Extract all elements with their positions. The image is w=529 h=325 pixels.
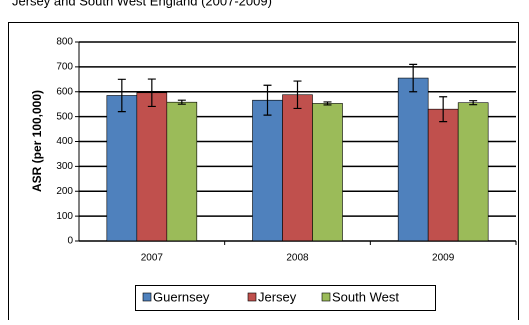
x-tick-label: 2007 xyxy=(141,253,164,264)
x-tick-label: 2009 xyxy=(432,253,455,264)
y-tick-label: 300 xyxy=(56,161,73,172)
y-axis-label: ASR (per 100,000) xyxy=(30,90,44,192)
y-tick-label: 100 xyxy=(56,211,73,222)
error-bar xyxy=(439,96,448,123)
legend-label: Guernsey xyxy=(153,289,210,304)
bar xyxy=(312,103,343,242)
bar xyxy=(166,101,198,242)
y-tick-label: 500 xyxy=(56,111,73,122)
bar xyxy=(136,92,168,242)
chart-title: Jersey and South West England (2007-2009… xyxy=(12,0,272,8)
y-tick-label: 800 xyxy=(56,37,73,48)
legend-box xyxy=(135,285,436,311)
bar xyxy=(427,108,459,242)
error-bar xyxy=(469,100,478,106)
y-tick-label: 400 xyxy=(56,136,73,147)
bar xyxy=(106,95,138,242)
error-bar xyxy=(177,99,186,105)
legend-swatch xyxy=(321,292,331,302)
bar xyxy=(252,99,283,242)
error-bar xyxy=(147,78,156,108)
error-bar xyxy=(323,101,332,106)
error-bar xyxy=(409,63,418,93)
legend-label: South West xyxy=(332,289,399,304)
y-tick-label: 0 xyxy=(67,236,73,247)
error-bar xyxy=(117,78,126,113)
y-tick-label: 200 xyxy=(56,186,73,197)
x-tick-label: 2008 xyxy=(286,253,309,264)
legend-swatch xyxy=(142,292,152,302)
legend-label: Jersey xyxy=(258,289,297,304)
y-tick-label: 700 xyxy=(56,62,73,73)
legend-swatch xyxy=(247,292,257,302)
bar xyxy=(457,102,489,242)
y-tick-label: 600 xyxy=(56,86,73,97)
error-bar xyxy=(263,84,272,116)
bar xyxy=(397,77,429,242)
error-bar xyxy=(293,80,302,110)
bar xyxy=(282,94,313,242)
